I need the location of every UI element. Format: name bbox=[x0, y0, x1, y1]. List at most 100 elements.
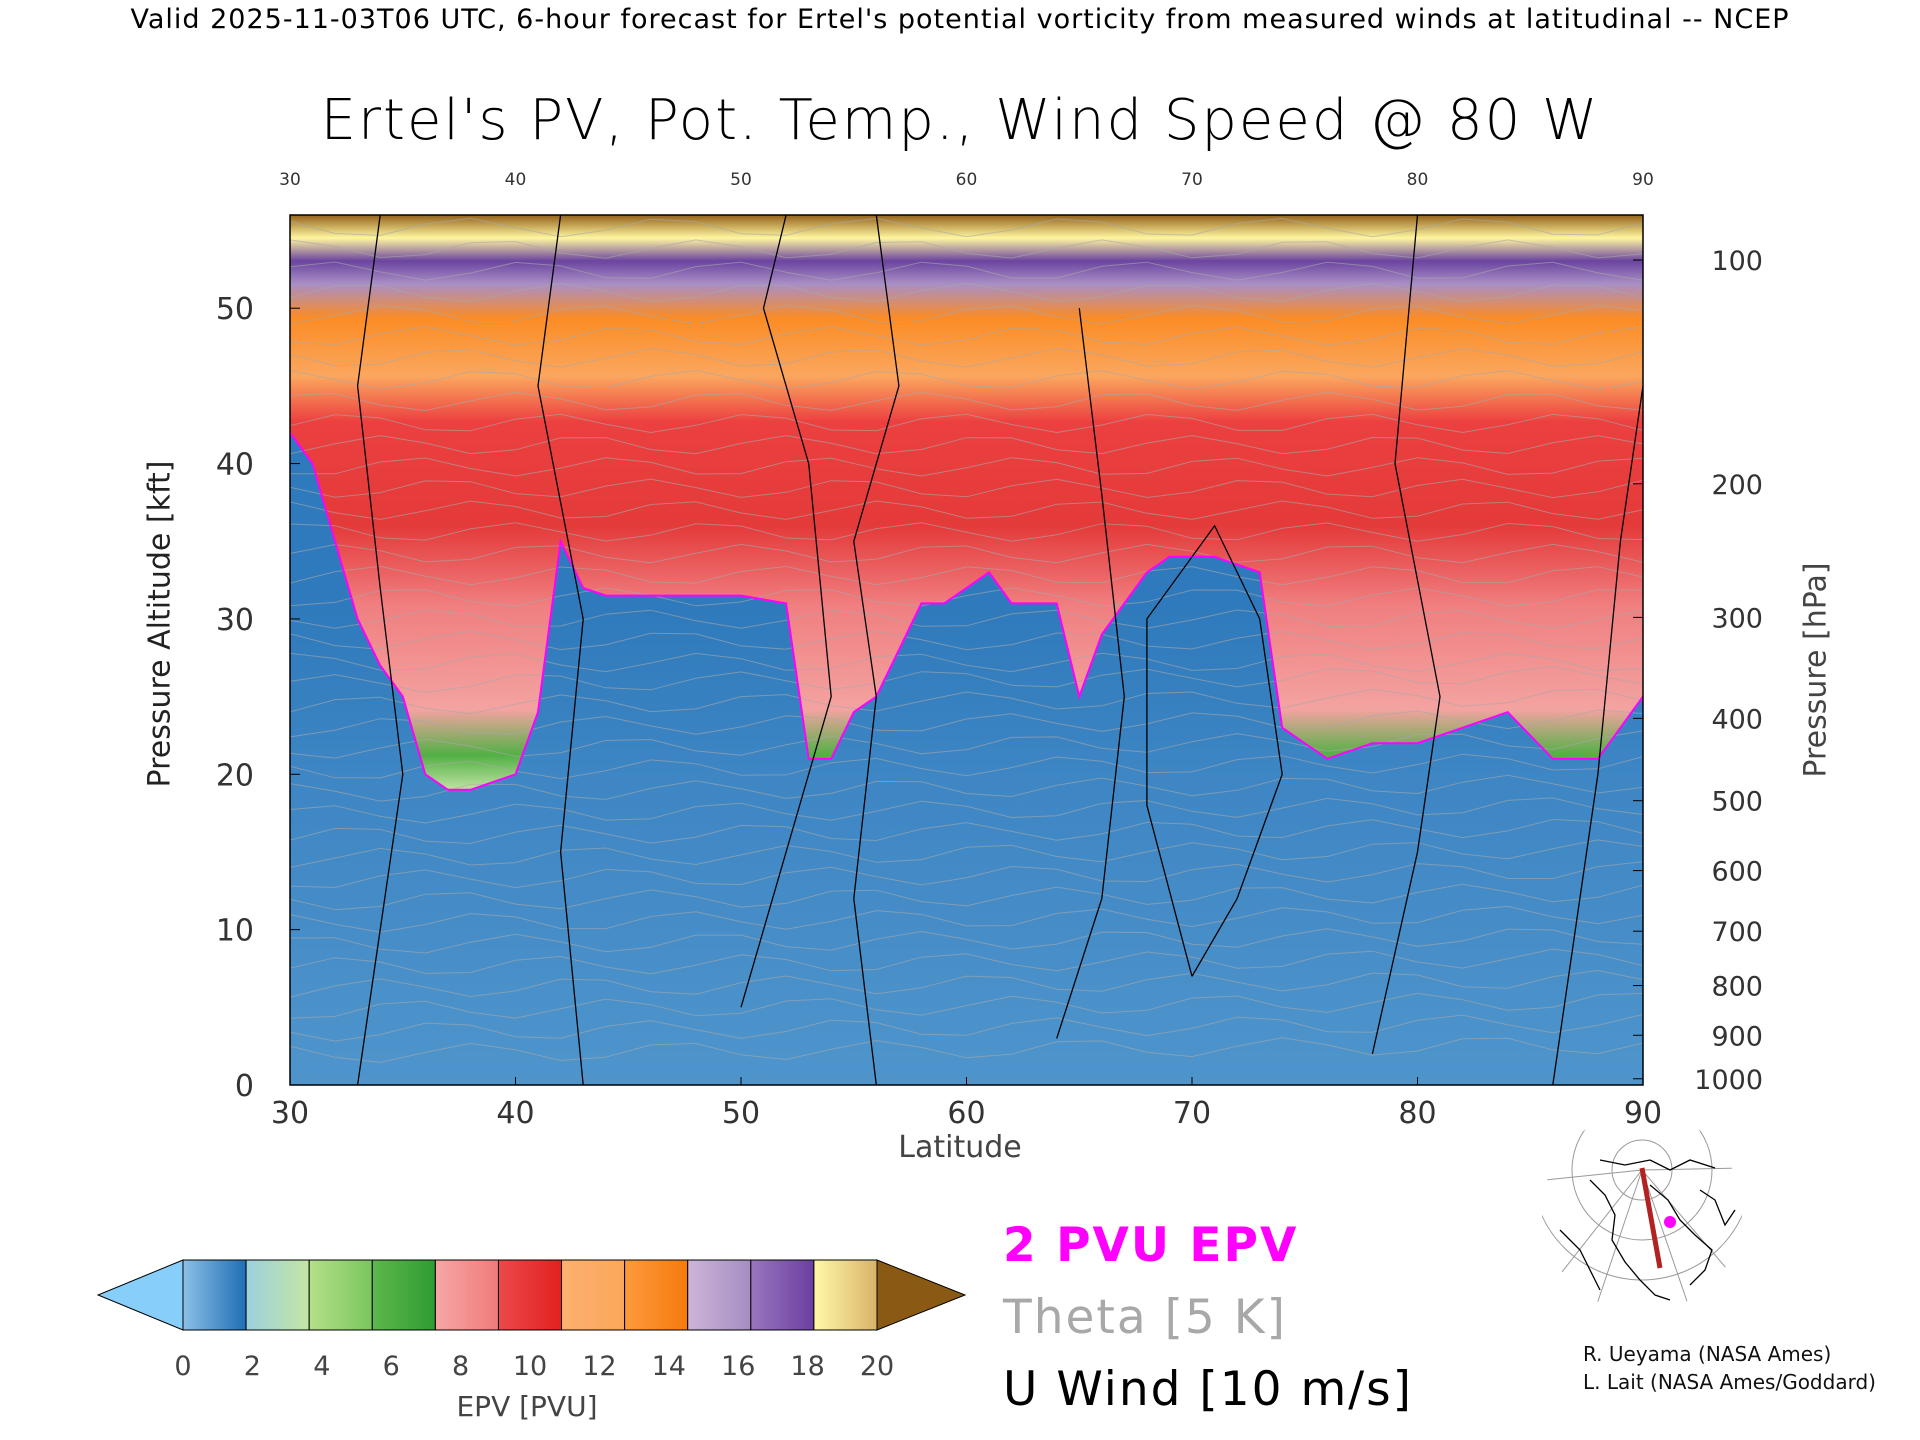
legend-u-wind: U Wind [10 m/s] bbox=[1003, 1362, 1413, 1417]
colorbar-tick-label: 10 bbox=[513, 1351, 547, 1382]
colorbar-bin bbox=[434, 1259, 499, 1331]
theta-contour bbox=[290, 239, 1643, 259]
stratosphere-fill bbox=[290, 215, 1643, 790]
y-tick-label: 30 bbox=[216, 603, 254, 638]
colorbar-under-triangle bbox=[96, 1259, 184, 1331]
colorbar-bin bbox=[561, 1259, 626, 1331]
theta-contour bbox=[290, 730, 1643, 759]
legend-theta: Theta [5 K] bbox=[1003, 1290, 1287, 1345]
theta-contour bbox=[290, 818, 1643, 845]
theta-contour bbox=[290, 883, 1643, 911]
x-tick-label: 80 bbox=[1398, 1096, 1436, 1131]
theta-contour bbox=[290, 282, 1643, 303]
colorbar-tick-label: 20 bbox=[860, 1351, 894, 1382]
theta-contour bbox=[290, 500, 1643, 520]
colorbar-tick-label: 4 bbox=[313, 1351, 330, 1382]
x-tick-label: 50 bbox=[722, 1096, 760, 1131]
pressure-tick-label: 700 bbox=[1711, 917, 1763, 948]
theta-contour bbox=[290, 304, 1643, 325]
pressure-tick-label: 100 bbox=[1711, 246, 1763, 277]
x-tick-label-top: 40 bbox=[505, 170, 527, 190]
colorbar-bin bbox=[813, 1259, 878, 1331]
wind-contour bbox=[1371, 215, 1441, 1055]
valid-time-header: Valid 2025-11-03T06 UTC, 6-hour forecast… bbox=[130, 4, 1790, 35]
theta-contour bbox=[290, 543, 1643, 564]
chart-title: Ertel's PV, Pot. Temp., Wind Speed @ 80 … bbox=[320, 88, 1600, 153]
wind-contour bbox=[1552, 385, 1643, 1085]
colorbar-tick-label: 2 bbox=[244, 1351, 261, 1382]
colorbar-bin bbox=[687, 1259, 752, 1331]
pressure-tick-label: 1000 bbox=[1694, 1065, 1763, 1096]
theta-contour bbox=[290, 217, 1643, 238]
pressure-tick-label: 200 bbox=[1711, 470, 1763, 501]
colorbar-tick-label: 12 bbox=[582, 1351, 616, 1382]
theta-contour bbox=[290, 630, 1643, 651]
y-tick-label: 20 bbox=[216, 758, 254, 793]
pressure-tick-label: 400 bbox=[1711, 704, 1763, 735]
theta-contour bbox=[290, 992, 1643, 1019]
x-tick-label-top: 90 bbox=[1632, 170, 1654, 190]
x-tick-label: 30 bbox=[271, 1096, 309, 1131]
colorbar-tick-label: 16 bbox=[721, 1351, 755, 1382]
wind-contour bbox=[1056, 308, 1125, 1039]
pressure-tick-label: 600 bbox=[1711, 857, 1763, 888]
x-axis-label: Latitude bbox=[898, 1130, 1022, 1165]
y-tick-label: 40 bbox=[216, 448, 254, 483]
theta-contour bbox=[290, 478, 1643, 499]
theta-contour bbox=[290, 369, 1643, 390]
theta-contour bbox=[290, 652, 1643, 673]
theta-contour bbox=[290, 688, 1643, 715]
pressure-tick-label: 300 bbox=[1711, 603, 1763, 634]
theta-contour bbox=[290, 928, 1643, 954]
y-axis-label-right: Pressure [hPa] bbox=[1798, 562, 1834, 778]
wind-contour bbox=[740, 215, 832, 1008]
theta-contour bbox=[290, 797, 1643, 824]
legend-2pvu-epv: 2 PVU EPV bbox=[1003, 1218, 1299, 1273]
x-tick-label-top: 80 bbox=[1407, 170, 1429, 190]
colorbar-title: EPV [PVU] bbox=[456, 1390, 598, 1423]
theta-contour bbox=[290, 391, 1643, 412]
colorbar-tick-label: 6 bbox=[383, 1351, 400, 1382]
colorbar-over-triangle bbox=[876, 1259, 967, 1331]
credit-line-1: R. Ueyama (NASA Ames) bbox=[1583, 1342, 1832, 1366]
theta-contour bbox=[290, 1037, 1643, 1063]
y-tick-label: 50 bbox=[216, 292, 254, 327]
x-tick-label-top: 30 bbox=[279, 170, 301, 190]
theta-contour bbox=[290, 435, 1643, 455]
colorbar-bin bbox=[497, 1259, 563, 1331]
theta-contour bbox=[290, 326, 1643, 346]
wind-contour bbox=[1146, 524, 1283, 977]
x-tick-label: 90 bbox=[1624, 1096, 1662, 1131]
colorbar-tick-label: 18 bbox=[790, 1351, 824, 1382]
theta-contour bbox=[290, 709, 1643, 738]
y-tick-label: 0 bbox=[235, 1069, 254, 1104]
credit-line-2: L. Lait (NASA Ames/Goddard) bbox=[1583, 1370, 1876, 1394]
theta-contour bbox=[290, 839, 1643, 868]
wind-contour bbox=[853, 215, 900, 1085]
colorbar-tick-label: 14 bbox=[652, 1351, 686, 1382]
x-tick-label-top: 70 bbox=[1181, 170, 1203, 190]
location-map bbox=[1542, 1112, 1742, 1311]
colorbar-bin bbox=[750, 1259, 815, 1331]
theta-contour bbox=[290, 348, 1643, 368]
x-tick-label-top: 50 bbox=[730, 170, 752, 190]
theta-contour bbox=[290, 905, 1643, 933]
theta-contour bbox=[290, 565, 1643, 586]
x-tick-label: 40 bbox=[496, 1096, 534, 1131]
pressure-tick-label: 900 bbox=[1711, 1021, 1763, 1052]
x-tick-label: 70 bbox=[1173, 1096, 1211, 1131]
wind-contour bbox=[356, 215, 404, 1085]
theta-contour bbox=[290, 522, 1643, 542]
colorbar-bin bbox=[624, 1259, 689, 1331]
y-axis-label-left: Pressure Altitude [kft] bbox=[142, 460, 178, 788]
y-tick-label: 10 bbox=[216, 914, 254, 949]
theta-contour bbox=[290, 665, 1643, 693]
theta-contour bbox=[290, 413, 1643, 434]
pressure-tick-label: 800 bbox=[1711, 972, 1763, 1003]
theta-contour bbox=[290, 774, 1643, 802]
colorbar-tick-label: 8 bbox=[452, 1351, 469, 1382]
colorbar-bin bbox=[308, 1259, 373, 1331]
colorbar-bin bbox=[371, 1259, 436, 1331]
colorbar-bin bbox=[182, 1259, 247, 1331]
